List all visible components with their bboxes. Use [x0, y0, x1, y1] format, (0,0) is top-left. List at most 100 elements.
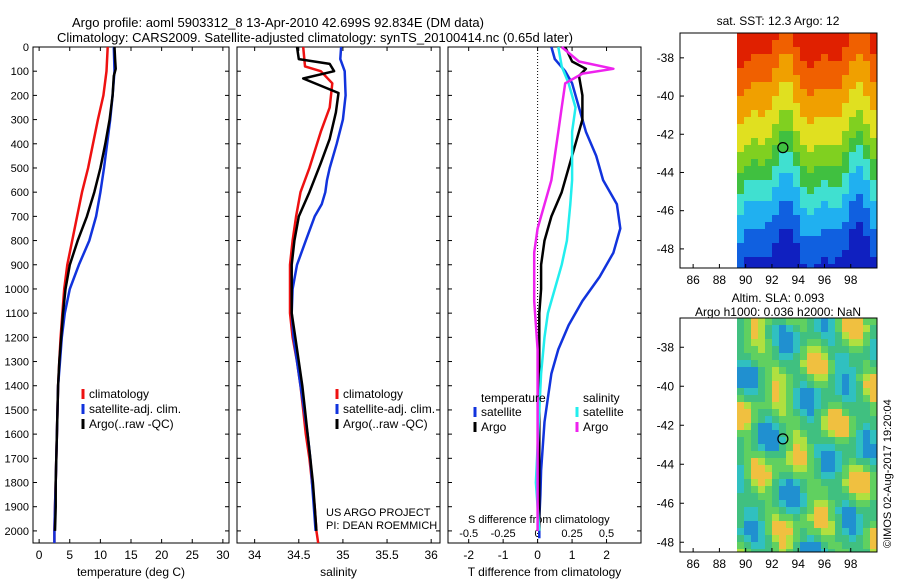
sla_map-xtick-label: 86: [686, 557, 700, 571]
sla_map-cell: [779, 528, 787, 536]
sla_map-cell: [870, 486, 878, 494]
sst_map-cell: [856, 145, 864, 153]
sla_map-cell: [856, 346, 864, 354]
sst_map-cell: [786, 103, 794, 111]
sla_map-cell: [814, 500, 822, 508]
sst_map-cell: [821, 208, 829, 216]
sst_map-cell: [842, 33, 850, 41]
sla_map-cell: [856, 451, 864, 459]
salinity-diff-tick-label: 0.5: [599, 528, 614, 540]
sla_map-cell: [758, 444, 766, 452]
sst_map-cell: [758, 145, 766, 153]
sst_map-cell: [744, 180, 752, 188]
sla_map-cell: [737, 549, 745, 553]
sla_map-cell: [758, 367, 766, 375]
sla_map-cell: [814, 542, 822, 550]
sla_map-cell: [863, 549, 871, 553]
sla_map-xtick-label: 90: [739, 557, 753, 571]
sla_map-cell: [821, 416, 829, 424]
sst_map-cell: [737, 40, 745, 48]
sst_map-cell: [849, 236, 857, 244]
sst_map-cell: [772, 187, 780, 195]
sst_map-cell: [870, 117, 878, 125]
sla_map-cell: [779, 402, 787, 410]
sst_map-cell: [772, 54, 780, 62]
salinity-diff-tick-label: -0.5: [459, 528, 478, 540]
sst_map-cell: [842, 215, 850, 223]
sst_map-cell: [800, 166, 808, 174]
sst_map-cell: [772, 166, 780, 174]
sst_map-cell: [800, 82, 808, 90]
sst_map-cell: [842, 54, 850, 62]
sla_map-cell: [765, 507, 773, 515]
sla_map-cell: [800, 353, 808, 361]
sla_map-cell: [849, 423, 857, 431]
sst_map-cell: [744, 75, 752, 83]
sst_map-cell: [751, 257, 759, 265]
sst_map-cell: [863, 33, 871, 41]
sst_map-cell: [814, 82, 822, 90]
sst_map-cell: [863, 180, 871, 188]
sla_map-cell: [842, 339, 850, 347]
sst_map-cell: [765, 103, 773, 111]
sla_map-cell: [800, 479, 808, 487]
sst_map-cell: [870, 138, 878, 146]
sst_map-cell: [793, 89, 801, 97]
sst_map-cell: [828, 110, 836, 118]
sla_map-cell: [744, 353, 752, 361]
sst_map-cell: [828, 40, 836, 48]
sla_map-cell: [807, 388, 815, 396]
sst_map-cell: [744, 96, 752, 104]
sla_map-cell: [737, 430, 745, 438]
sst_map-cell: [856, 110, 864, 118]
depth-tick-label: 2000: [5, 526, 29, 538]
sla_map-cell: [800, 542, 808, 550]
figure-title-line2: Climatology: CARS2009. Satellite-adjuste…: [57, 30, 573, 45]
sst_map-cell: [870, 54, 878, 62]
sla_map-cell: [737, 423, 745, 431]
sst_map-cell: [849, 250, 857, 258]
sla_map-cell: [800, 549, 808, 553]
sla_map-cell: [828, 416, 836, 424]
sst_map-cell: [842, 47, 850, 55]
sla_map-cell: [751, 409, 759, 417]
sst_map-cell: [821, 222, 829, 230]
sla_map-cell: [793, 542, 801, 550]
sla_map-cell: [744, 423, 752, 431]
sla_map-cell: [863, 423, 871, 431]
sla_map-cell: [800, 409, 808, 417]
sst_map-cell: [856, 138, 864, 146]
sst_map-cell: [863, 75, 871, 83]
sla_map-cell: [751, 500, 759, 508]
sst_map-cell: [828, 117, 836, 125]
sla_map-cell: [744, 535, 752, 543]
sst_map-cell: [828, 250, 836, 258]
sst_map-cell: [870, 47, 878, 55]
sla_map-cell: [828, 381, 836, 389]
sla_map-cell: [751, 325, 759, 333]
sst_map-cell: [807, 103, 815, 111]
sla_map-cell: [793, 451, 801, 459]
sst_map-cell: [800, 180, 808, 188]
sst_map-cell: [814, 257, 822, 265]
sst_map-cell: [828, 61, 836, 69]
temperature-xtick-label: 25: [186, 548, 200, 562]
sst_map-cell: [870, 40, 878, 48]
sst_map-cell: [835, 187, 843, 195]
sst_map-cell: [856, 187, 864, 195]
sst_map-cell: [835, 159, 843, 167]
sla_map-cell: [856, 507, 864, 515]
sla_map-cell: [786, 430, 794, 438]
sla_map-cell: [772, 367, 780, 375]
sla_map-cell: [751, 423, 759, 431]
sla_map-cell: [849, 458, 857, 466]
sla_map-cell: [828, 444, 836, 452]
sla_map-cell: [744, 521, 752, 529]
sst_map-cell: [779, 187, 787, 195]
sla_map-cell: [772, 514, 780, 522]
sla_map-cell: [828, 437, 836, 445]
sst_map-cell: [744, 54, 752, 62]
sst_map-field: [737, 33, 878, 269]
sla_map-cell: [737, 374, 745, 382]
sla_map-cell: [814, 437, 822, 445]
